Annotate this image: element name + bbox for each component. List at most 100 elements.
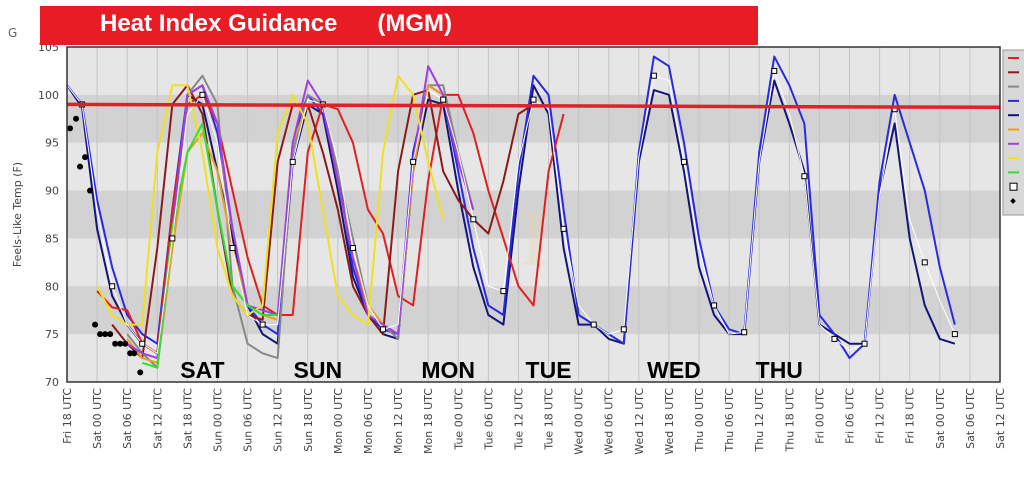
legend-panel xyxy=(1002,49,1024,216)
x-tick-label: Mon 18 UTC xyxy=(422,388,435,454)
mean-marker xyxy=(470,216,477,223)
x-tick-label: Sun 12 UTC xyxy=(272,388,285,452)
mean-marker xyxy=(831,335,838,342)
x-tick-label: Wed 12 UTC xyxy=(633,388,646,455)
y-tick-label: 90 xyxy=(45,185,59,198)
x-tick-label: Sat 12 UTC xyxy=(994,388,1007,449)
mean-marker xyxy=(199,91,206,98)
day-label: THU xyxy=(756,357,803,383)
mean-marker xyxy=(590,321,597,328)
y-tick-label: 100 xyxy=(38,89,59,102)
observation-point xyxy=(112,340,119,347)
x-tick-label: Sun 00 UTC xyxy=(211,388,224,452)
x-tick-label: Mon 12 UTC xyxy=(392,388,405,454)
x-tick-label: Mon 00 UTC xyxy=(332,388,345,454)
series-line-mean xyxy=(66,70,956,354)
mean-marker xyxy=(921,259,928,266)
y-tick-label: 95 xyxy=(45,137,59,150)
y-tick-label: 80 xyxy=(45,280,59,293)
observation-point xyxy=(73,115,80,122)
y-tick-label: 85 xyxy=(45,232,59,245)
observation-point xyxy=(67,125,74,132)
mean-marker xyxy=(560,225,567,232)
mean-marker xyxy=(680,158,687,165)
mean-marker xyxy=(861,340,868,347)
mean-marker xyxy=(139,340,146,347)
day-label: SUN xyxy=(294,357,343,383)
day-label: SAT xyxy=(180,357,224,383)
x-tick-label: Thu 12 UTC xyxy=(753,388,766,453)
mean-marker xyxy=(650,72,657,79)
mean-marker xyxy=(440,96,447,103)
legend-square-icon xyxy=(1009,182,1018,191)
series-line-purple xyxy=(126,65,475,360)
mean-marker xyxy=(711,302,718,309)
observation-point xyxy=(122,340,129,347)
observation-point xyxy=(131,350,138,357)
x-tick-label: Fri 18 UTC xyxy=(904,388,917,444)
x-tick-label: Fri 06 UTC xyxy=(844,388,857,444)
series-line-blue xyxy=(66,55,956,360)
plot-frame xyxy=(66,46,1001,383)
legend-diamond-icon xyxy=(1010,198,1016,204)
x-tick-label: Tue 12 UTC xyxy=(512,388,525,451)
x-tick-label: Wed 18 UTC xyxy=(663,388,676,455)
x-tick-label: Sun 06 UTC xyxy=(242,388,255,452)
x-tick-label: Fri 00 UTC xyxy=(813,388,826,444)
series-line-dark-red xyxy=(111,84,535,360)
mean-marker xyxy=(169,235,176,242)
x-tick-label: Sat 06 UTC xyxy=(121,388,134,449)
plot-band xyxy=(67,286,1000,335)
x-tick-label: Tue 06 UTC xyxy=(482,388,495,451)
mean-marker xyxy=(801,173,808,180)
x-tick-label: Tue 18 UTC xyxy=(543,388,556,451)
observation-point xyxy=(117,340,124,347)
x-tick-label: Sat 12 UTC xyxy=(151,388,164,449)
y-tick-label: 75 xyxy=(45,328,59,341)
observation-point xyxy=(97,331,104,338)
x-tick-label: Fri 12 UTC xyxy=(874,388,887,444)
x-tick-label: Thu 06 UTC xyxy=(723,388,736,453)
x-tick-label: Sun 18 UTC xyxy=(302,388,315,452)
y-tick-label: 70 xyxy=(45,376,59,389)
x-tick-label: Sat 00 UTC xyxy=(934,388,947,449)
mean-marker xyxy=(530,96,537,103)
chart-title: Heat Index Guidance (MGM) xyxy=(100,10,453,37)
day-label: TUE xyxy=(526,357,572,383)
observation-point xyxy=(92,321,99,328)
threshold-line xyxy=(66,102,1001,110)
title-banner: Heat Index Guidance (MGM) xyxy=(40,6,758,45)
mean-marker xyxy=(229,245,236,251)
x-tick-label: Wed 06 UTC xyxy=(603,388,616,455)
observation-point xyxy=(87,187,94,194)
x-tick-label: Sat 18 UTC xyxy=(181,388,194,449)
isu-watermark: I xyxy=(519,195,550,283)
mean-marker xyxy=(289,158,296,165)
day-label: WED xyxy=(647,357,701,383)
mean-marker xyxy=(410,158,417,165)
x-tick-label: Sat 06 UTC xyxy=(964,388,977,449)
observation-point xyxy=(77,163,84,170)
mean-marker xyxy=(380,326,387,333)
observation-point xyxy=(107,331,114,338)
mean-marker xyxy=(349,245,356,251)
mean-marker xyxy=(951,331,958,338)
x-tick-label: Mon 06 UTC xyxy=(362,388,375,454)
clipped-label: G xyxy=(8,26,18,40)
mean-marker xyxy=(771,67,778,74)
mean-marker xyxy=(500,288,507,295)
series-line-yellow xyxy=(96,74,445,326)
observation-point xyxy=(137,369,144,376)
y-axis-label: Feels-Like Temp (F) xyxy=(11,162,24,267)
x-tick-label: Tue 00 UTC xyxy=(452,388,465,451)
day-label: MON xyxy=(421,357,475,383)
observation-point xyxy=(82,154,89,161)
mean-marker xyxy=(741,329,748,336)
observation-point xyxy=(102,331,109,338)
x-tick-label: Wed 00 UTC xyxy=(573,388,586,455)
x-tick-label: Sat 00 UTC xyxy=(91,388,104,449)
mean-marker xyxy=(109,283,116,290)
x-tick-label: Thu 00 UTC xyxy=(693,388,706,453)
x-tick-label: Thu 18 UTC xyxy=(783,388,796,453)
